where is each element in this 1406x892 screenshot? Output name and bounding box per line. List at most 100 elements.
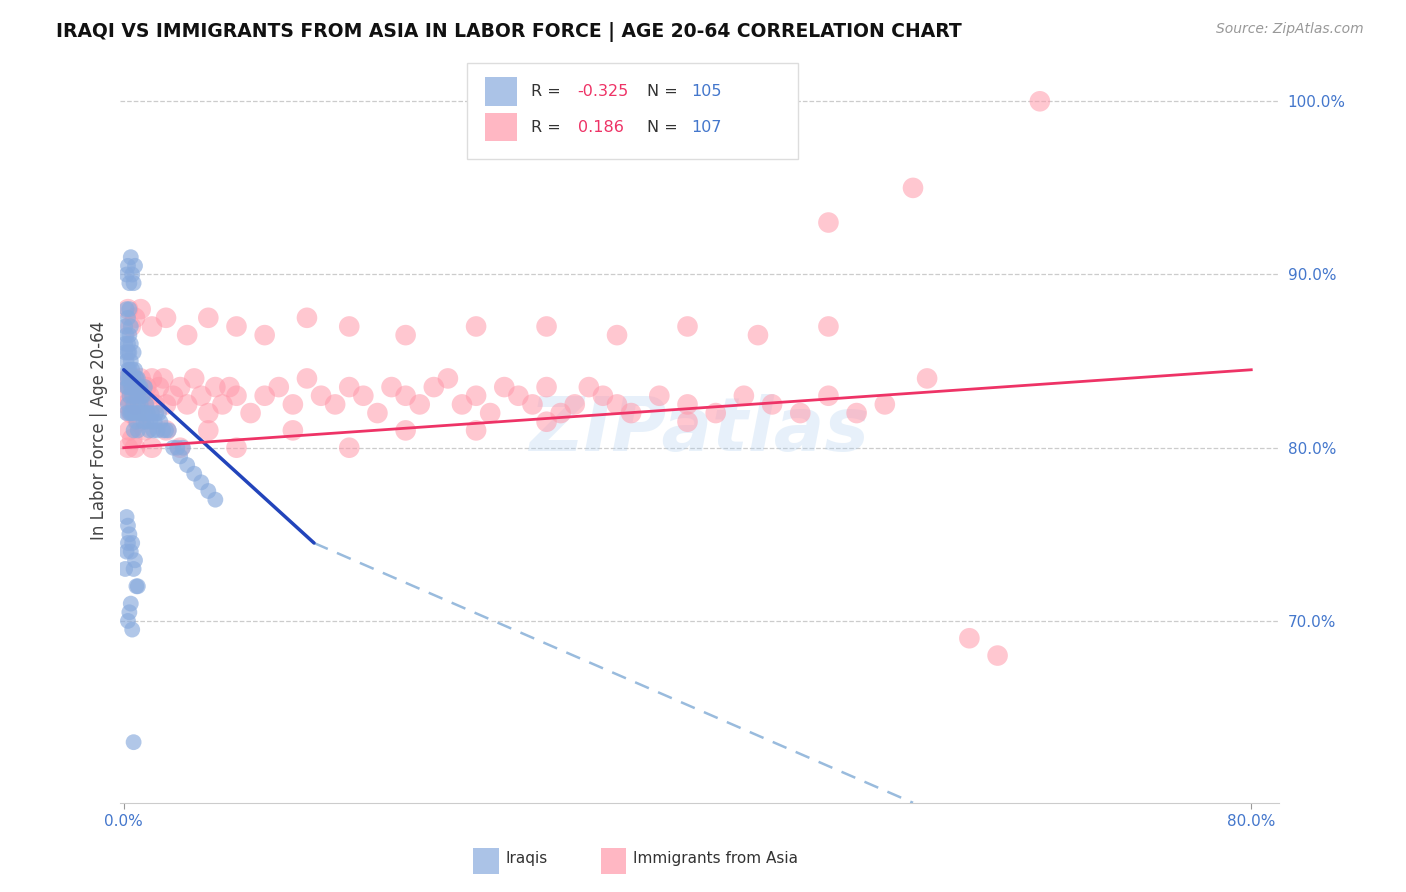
Point xyxy=(620,406,643,420)
Point xyxy=(120,544,142,558)
Point xyxy=(129,397,152,411)
Point xyxy=(115,406,138,420)
Point xyxy=(155,397,177,411)
Point xyxy=(120,250,142,264)
Text: IRAQI VS IMMIGRANTS FROM ASIA IN LABOR FORCE | AGE 20-64 CORRELATION CHART: IRAQI VS IMMIGRANTS FROM ASIA IN LABOR F… xyxy=(56,22,962,42)
Text: R =: R = xyxy=(531,84,567,99)
Point xyxy=(118,380,141,394)
Point xyxy=(135,397,157,411)
Text: Iraqis: Iraqis xyxy=(506,851,548,866)
Point xyxy=(494,380,516,394)
Point xyxy=(120,319,142,334)
Point xyxy=(114,562,136,576)
Point xyxy=(124,406,146,420)
Point xyxy=(197,310,219,325)
Point xyxy=(124,380,146,394)
Point xyxy=(128,406,150,420)
Point xyxy=(121,623,143,637)
Point xyxy=(423,380,446,394)
Point xyxy=(606,328,628,343)
Point xyxy=(845,406,868,420)
Point xyxy=(143,397,166,411)
Point xyxy=(136,406,159,420)
Point xyxy=(138,389,160,403)
Point xyxy=(120,597,142,611)
Point xyxy=(132,397,155,411)
FancyBboxPatch shape xyxy=(600,848,627,873)
Point xyxy=(121,363,143,377)
FancyBboxPatch shape xyxy=(485,113,517,142)
Point xyxy=(125,371,148,385)
Point xyxy=(817,389,839,403)
Point xyxy=(121,380,143,394)
Point xyxy=(267,380,290,394)
Point xyxy=(124,553,146,567)
Point xyxy=(117,302,139,317)
Point xyxy=(239,406,262,420)
Point xyxy=(146,423,169,437)
Point xyxy=(148,380,170,394)
Point xyxy=(135,415,157,429)
Point xyxy=(508,389,530,403)
Point xyxy=(118,406,141,420)
Point xyxy=(117,614,139,628)
Point xyxy=(115,328,138,343)
Point xyxy=(115,302,138,317)
Point xyxy=(125,415,148,429)
Point xyxy=(121,389,143,403)
Point xyxy=(176,458,198,472)
Point xyxy=(120,380,142,394)
Point xyxy=(380,380,402,394)
Point xyxy=(120,319,142,334)
Point xyxy=(479,406,502,420)
Text: 107: 107 xyxy=(692,120,721,135)
Point xyxy=(115,380,138,394)
Point xyxy=(204,380,226,394)
Point xyxy=(155,423,177,437)
Point xyxy=(437,371,460,385)
Point xyxy=(114,389,136,403)
Point xyxy=(117,371,139,385)
Point xyxy=(122,371,145,385)
Point xyxy=(120,354,142,368)
Point xyxy=(114,345,136,359)
Point xyxy=(550,406,572,420)
FancyBboxPatch shape xyxy=(467,63,799,159)
Text: 105: 105 xyxy=(692,84,721,99)
Point xyxy=(118,371,141,385)
Point xyxy=(295,310,318,325)
Point xyxy=(117,441,139,455)
Point xyxy=(536,415,558,429)
Point xyxy=(465,319,488,334)
Point xyxy=(281,423,304,437)
Point xyxy=(122,276,145,290)
Point xyxy=(122,371,145,385)
Point xyxy=(789,406,811,420)
Point xyxy=(536,380,558,394)
Point xyxy=(176,328,198,343)
Point xyxy=(143,415,166,429)
Point xyxy=(118,328,141,343)
Point xyxy=(129,380,152,394)
Point xyxy=(987,648,1010,663)
Point xyxy=(211,397,233,411)
Point xyxy=(817,215,839,229)
Point xyxy=(409,397,432,411)
Point xyxy=(522,397,544,411)
Text: N =: N = xyxy=(647,120,683,135)
Point xyxy=(121,432,143,446)
Point xyxy=(129,371,152,385)
Point xyxy=(394,423,416,437)
Point xyxy=(134,406,156,420)
Point xyxy=(127,397,149,411)
Point xyxy=(114,371,136,385)
Point xyxy=(115,397,138,411)
Point xyxy=(138,423,160,437)
Point xyxy=(166,441,188,455)
Point xyxy=(118,527,141,541)
Point xyxy=(117,259,139,273)
Point xyxy=(117,310,139,325)
Point xyxy=(139,415,162,429)
Point xyxy=(172,441,194,455)
Point xyxy=(121,389,143,403)
